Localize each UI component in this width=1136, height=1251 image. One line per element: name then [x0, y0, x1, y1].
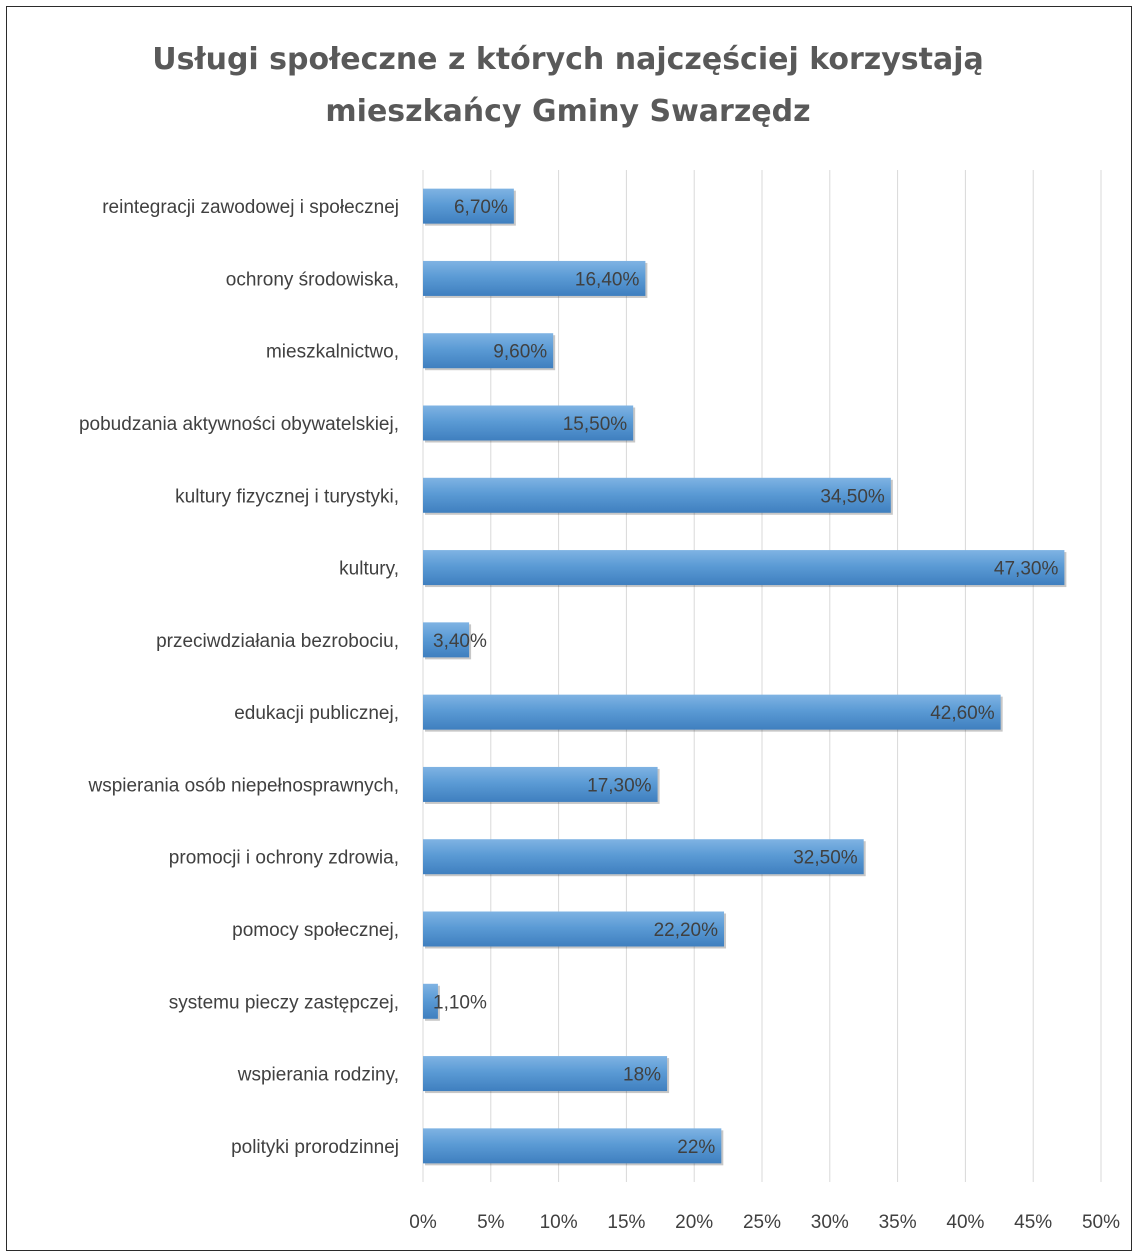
- category-label: pobudzania aktywności obywatelskiej,: [79, 414, 399, 435]
- x-tick-label: 50%: [1082, 1212, 1120, 1233]
- data-label: 9,60%: [493, 342, 547, 363]
- gridlines: [423, 170, 1101, 1182]
- x-tick-label: 25%: [743, 1212, 781, 1233]
- data-label: 22,20%: [654, 920, 719, 941]
- x-tick-label: 10%: [540, 1212, 578, 1233]
- x-tick-label: 30%: [811, 1212, 849, 1233]
- category-label: wspierania osób niepełnosprawnych,: [87, 775, 399, 796]
- category-label: mieszkalnictwo,: [266, 342, 399, 363]
- data-label: 6,70%: [454, 197, 508, 218]
- data-label: 47,30%: [994, 559, 1059, 580]
- x-tick-label: 15%: [607, 1212, 645, 1233]
- category-label: przeciwdziałania bezrobociu,: [156, 631, 399, 652]
- x-tick-label: 20%: [675, 1212, 713, 1233]
- category-label: polityki prorodzinnej: [231, 1137, 399, 1158]
- category-labels: reintegracji zawodowej i społecznej ochro…: [79, 197, 399, 1158]
- data-label: 32,50%: [793, 848, 858, 869]
- data-label: 42,60%: [930, 703, 995, 724]
- data-label: 1,10%: [433, 992, 487, 1013]
- data-label: 16,40%: [575, 269, 640, 290]
- category-label: systemu pieczy zastępczej,: [169, 992, 399, 1013]
- data-label: 22%: [677, 1137, 715, 1158]
- value-labels: 6,70% 16,40% 9,60% 15,50% 34,50% 47,30% 3,40% 4…: [433, 197, 1058, 1158]
- data-label: 17,30%: [587, 775, 652, 796]
- x-tick-label: 5%: [477, 1212, 505, 1233]
- data-label: 34,50%: [820, 486, 885, 507]
- category-label: kultury fizycznej i turystyki,: [175, 486, 399, 507]
- category-label: edukacji publicznej,: [234, 703, 399, 724]
- category-label: wspierania rodziny,: [237, 1065, 399, 1086]
- x-tick-label: 45%: [1014, 1212, 1052, 1233]
- x-axis-tick-labels: 0% 5% 10% 15% 20% 25% 30% 35% 40% 45% 50%: [409, 1212, 1120, 1233]
- data-label: 15,50%: [563, 414, 628, 435]
- bar: [423, 550, 1064, 585]
- x-tick-label: 0%: [409, 1212, 437, 1233]
- data-label: 3,40%: [433, 631, 487, 652]
- category-label: pomocy społecznej,: [232, 920, 399, 941]
- category-label: kultury,: [339, 559, 399, 580]
- x-tick-label: 40%: [946, 1212, 984, 1233]
- bar: [423, 695, 1001, 730]
- x-tick-label: 35%: [879, 1212, 917, 1233]
- bars: [423, 189, 1066, 1166]
- category-label: ochrony środowiska,: [226, 269, 399, 290]
- category-label: reintegracji zawodowej i społecznej: [102, 197, 399, 218]
- data-label: 18%: [623, 1065, 661, 1086]
- category-label: promocji i ochrony zdrowia,: [169, 848, 399, 869]
